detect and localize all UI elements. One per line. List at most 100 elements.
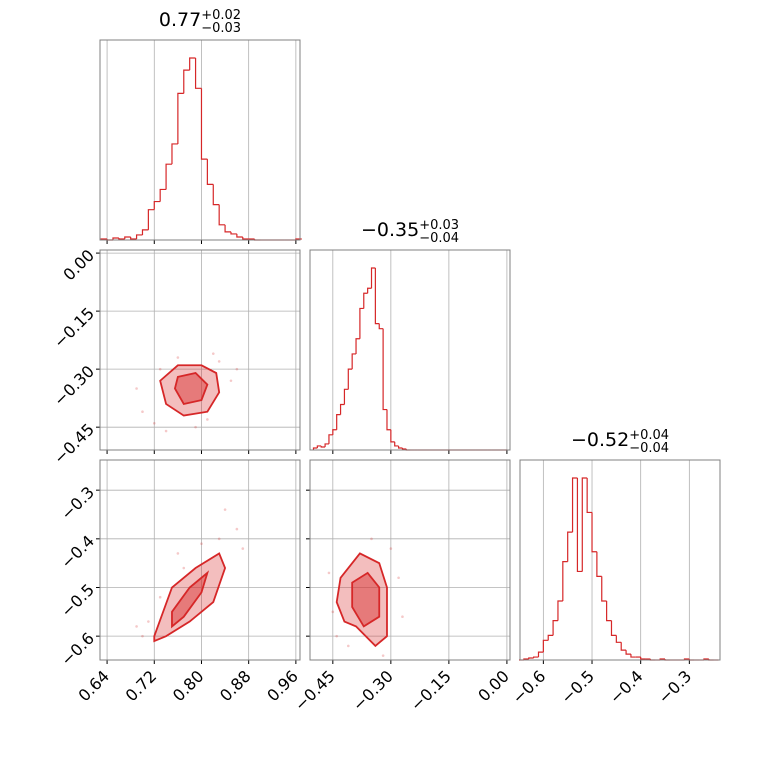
- sample-point: [370, 537, 373, 541]
- histogram-step: [135, 234, 143, 239]
- sample-point: [381, 654, 385, 657]
- sample-point: [241, 547, 245, 550]
- x-tick-label: −0.15: [407, 667, 455, 715]
- histogram-step: [615, 635, 622, 643]
- sample-point: [158, 367, 162, 371]
- histogram-step: [552, 620, 558, 636]
- y-tick-label: −0.5: [57, 580, 98, 621]
- histogram-step: [230, 231, 237, 235]
- sample-point: [223, 508, 227, 511]
- histogram-step: [320, 445, 326, 448]
- title-minus: −0.03: [201, 21, 241, 36]
- histogram-step: [394, 441, 399, 447]
- histogram-step: [606, 600, 612, 622]
- panel-frame: [519, 459, 721, 661]
- histogram-step: [224, 224, 231, 233]
- histogram-step: [528, 657, 534, 660]
- histogram-step: [153, 200, 161, 210]
- histogram-step: [242, 236, 249, 240]
- histogram-step: [367, 287, 372, 294]
- histogram-step: [312, 447, 318, 450]
- sample-point: [135, 625, 138, 628]
- x-tick-label: −0.6: [508, 667, 549, 708]
- histogram-step: [343, 388, 349, 405]
- histogram-step: [537, 651, 544, 658]
- histogram-step: [640, 657, 646, 660]
- panel: 0.77+0.02 −0.03: [99, 8, 302, 244]
- sample-point: [194, 425, 197, 429]
- histogram-step: [571, 477, 578, 533]
- histogram-step: [547, 634, 554, 641]
- histogram-step: [386, 409, 391, 431]
- histogram-step: [124, 236, 131, 239]
- title-plus: +0.02: [201, 8, 241, 23]
- sample-point: [211, 352, 215, 355]
- histogram-step: [581, 477, 588, 572]
- x-tick-label: 0.64: [74, 667, 113, 706]
- sample-point: [229, 379, 233, 383]
- title-value: −0.52: [571, 429, 629, 451]
- histogram-step: [401, 447, 407, 450]
- histogram-step: [177, 92, 184, 144]
- histogram-step: [378, 323, 384, 330]
- sample-point: [389, 547, 393, 550]
- contour: [159, 364, 221, 417]
- contour: [173, 372, 209, 405]
- panel-frame: [309, 249, 511, 451]
- histogram-step: [316, 445, 322, 448]
- panel-frame: [309, 459, 511, 661]
- title-value: −0.35: [361, 219, 419, 241]
- histogram-step: [339, 403, 345, 415]
- sample-point: [346, 644, 350, 648]
- panel: −0.6 −0.5 −0.4 −0.3 −0.52+0.04 −0.04: [508, 428, 721, 708]
- sample-point: [182, 566, 186, 570]
- histogram-step: [630, 654, 636, 658]
- histogram-step: [601, 576, 607, 602]
- histogram-step: [363, 292, 368, 309]
- sample-point: [327, 571, 331, 575]
- histogram-step: [390, 429, 395, 443]
- histogram-step: [355, 338, 360, 354]
- histogram-step: [562, 561, 568, 601]
- histogram-step: [370, 267, 376, 289]
- y-tick-label: −0.15: [50, 304, 98, 352]
- sample-point: [147, 620, 150, 623]
- title-plus: +0.03: [419, 218, 459, 233]
- histogram-step: [359, 307, 364, 339]
- histogram-step: [576, 478, 583, 573]
- histogram-step: [328, 434, 333, 444]
- panel-frame: [99, 249, 301, 451]
- histogram-step: [347, 368, 353, 390]
- x-tick-label: 0.00: [474, 667, 513, 706]
- panel: 0.00 −0.15 −0.30 −0.45: [50, 246, 301, 468]
- histogram-step: [118, 237, 125, 240]
- histogram-step: [567, 531, 573, 562]
- histogram-step: [374, 268, 380, 325]
- panel-frame: [99, 39, 301, 241]
- panel-title: −0.35+0.03 −0.04: [361, 218, 459, 246]
- histogram-step: [206, 159, 214, 185]
- histogram-step: [147, 209, 155, 230]
- histogram-step: [542, 639, 549, 653]
- panel-title: −0.52+0.04 −0.04: [571, 428, 669, 456]
- histogram-step: [141, 229, 149, 235]
- x-tick-label: 0.80: [169, 667, 208, 706]
- panel: −0.45 −0.30 −0.15 0.00: [291, 459, 513, 715]
- sample-point: [331, 610, 335, 614]
- x-tick-label: −0.30: [349, 667, 397, 715]
- histogram-step: [189, 57, 196, 71]
- y-tick-label: −0.3: [57, 483, 98, 524]
- x-tick-label: −0.3: [654, 667, 695, 708]
- x-tick-label: −0.5: [557, 667, 598, 708]
- histogram-step: [212, 184, 220, 206]
- histogram-step: [336, 414, 341, 430]
- y-tick-label: −0.45: [50, 420, 98, 468]
- x-tick-label: −0.45: [291, 667, 339, 715]
- histogram-step: [218, 204, 226, 226]
- x-tick-label: −0.4: [606, 667, 647, 708]
- title-plus: +0.04: [629, 428, 669, 443]
- histogram-step: [625, 650, 631, 655]
- x-tick-label: 0.72: [122, 667, 161, 706]
- histogram-step: [351, 353, 357, 370]
